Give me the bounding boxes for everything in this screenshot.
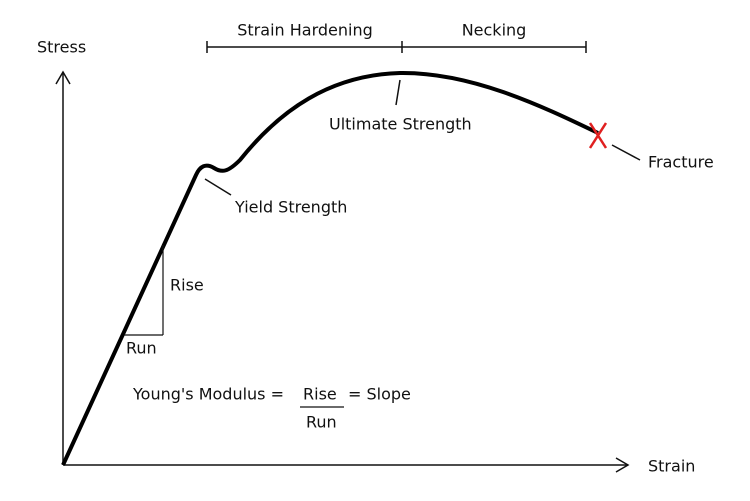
yield-label: Yield Strength <box>234 198 347 217</box>
fracture-mark <box>588 122 608 149</box>
leaders <box>204 79 641 196</box>
run-label: Run <box>126 339 157 358</box>
fracture-label: Fracture <box>648 153 714 172</box>
stress-strain-curve <box>61 70 599 466</box>
ultimate-leader <box>395 79 401 106</box>
y-axis-label: Stress <box>37 38 86 57</box>
rise-label: Rise <box>170 276 204 295</box>
yield-leader <box>204 178 232 196</box>
region-label: Strain Hardening <box>237 21 373 40</box>
formula-lhs: Young's Modulus = <box>132 385 284 404</box>
fracture-leader <box>611 144 641 161</box>
fracture-x <box>588 122 608 149</box>
y-axis-arrow <box>55 70 71 85</box>
formula-denominator: Run <box>306 413 337 432</box>
formula-numerator: Rise <box>303 385 337 404</box>
x-axis-label: Strain <box>648 457 695 476</box>
formula-rhs: = Slope <box>348 385 411 404</box>
axes <box>55 70 630 473</box>
region-bar <box>206 41 587 53</box>
slope-triangle <box>124 245 164 336</box>
x-axis-arrow <box>615 457 630 473</box>
ultimate-label: Ultimate Strength <box>329 115 472 134</box>
region-label: Necking <box>462 21 527 40</box>
